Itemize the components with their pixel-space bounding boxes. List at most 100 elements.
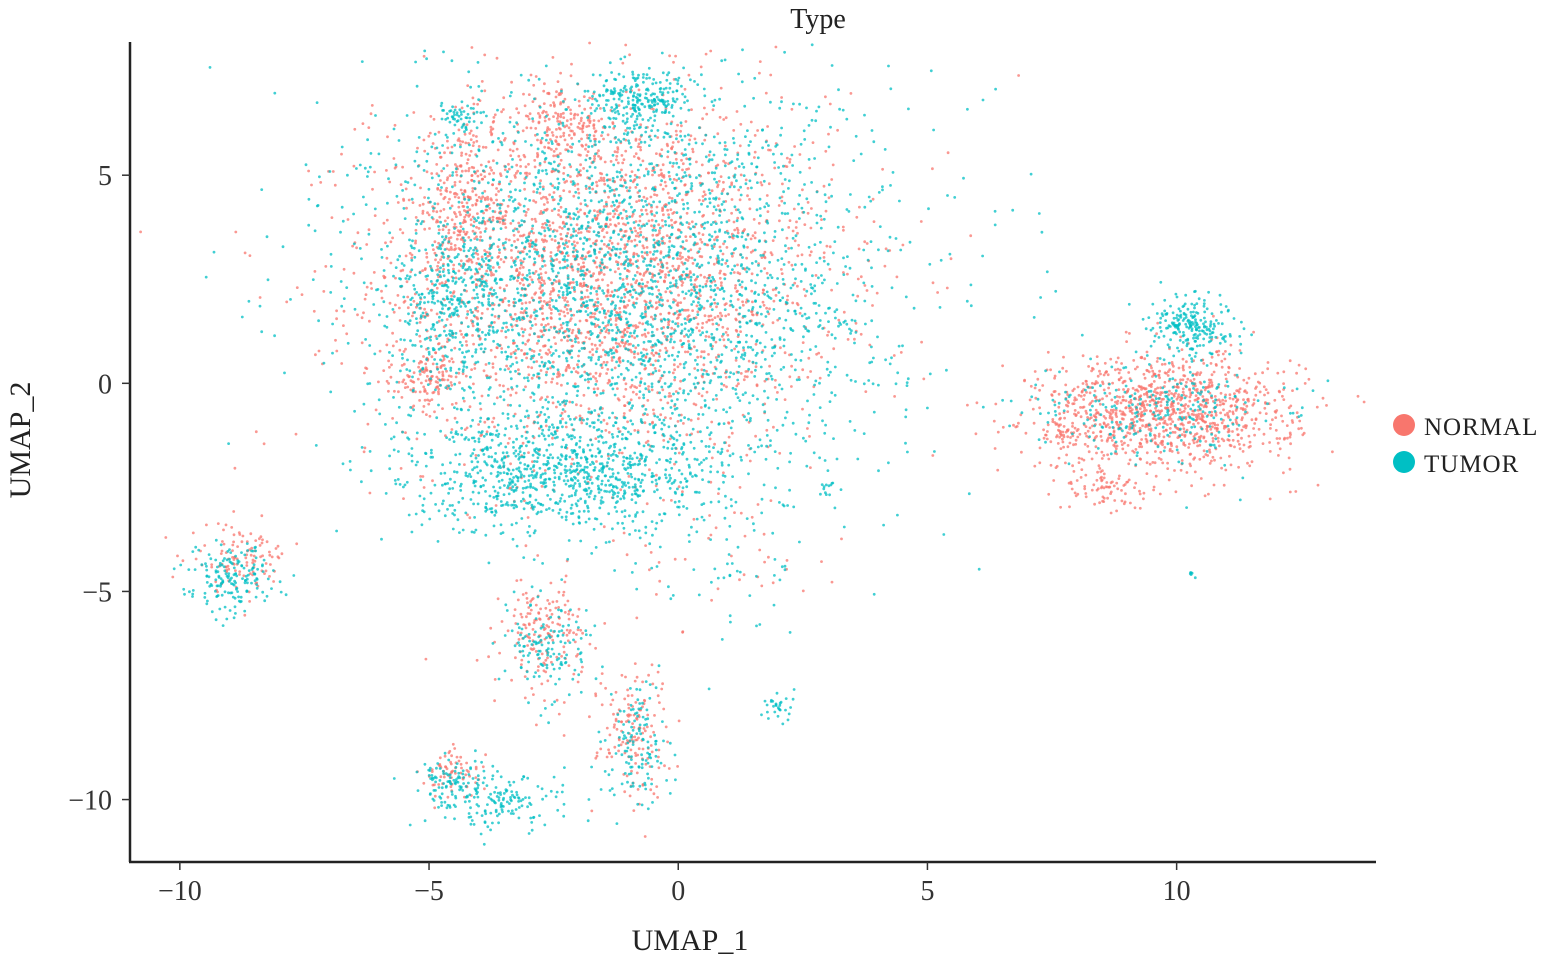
point-normal (1181, 390, 1185, 394)
point-normal (569, 112, 573, 115)
point-normal (628, 409, 632, 412)
point-normal (519, 578, 523, 582)
point-normal (463, 190, 467, 194)
point-normal (1152, 372, 1156, 376)
point-tumor (642, 396, 646, 400)
point-normal (1106, 423, 1110, 426)
point-normal (1116, 356, 1120, 360)
point-normal (437, 783, 441, 786)
point-normal (830, 178, 834, 181)
point-normal (558, 120, 562, 123)
point-normal (221, 540, 224, 543)
point-normal (703, 275, 706, 279)
point-normal (434, 351, 437, 355)
point-normal (449, 190, 452, 194)
point-normal (780, 96, 783, 99)
point-normal (624, 149, 628, 153)
point-normal (1268, 450, 1272, 453)
point-normal (639, 230, 643, 234)
point-normal (722, 272, 726, 276)
point-tumor (682, 175, 685, 179)
point-normal (472, 134, 475, 137)
point-normal (1079, 406, 1082, 409)
point-normal (1118, 409, 1122, 413)
point-normal (1196, 421, 1200, 425)
point-normal (600, 134, 603, 138)
point-normal (1211, 439, 1215, 443)
point-normal (786, 294, 789, 298)
point-normal (609, 223, 612, 226)
point-normal (736, 298, 740, 301)
point-normal (509, 222, 513, 225)
point-normal (1304, 367, 1308, 371)
point-normal (707, 536, 710, 540)
point-normal (340, 152, 343, 156)
point-normal (604, 330, 608, 334)
point-normal (569, 118, 573, 121)
point-normal (1181, 364, 1185, 368)
point-normal (1226, 430, 1230, 434)
point-normal (605, 755, 609, 759)
point-normal (483, 420, 487, 424)
point-normal (1186, 377, 1190, 381)
point-normal (259, 555, 262, 559)
point-normal (645, 212, 649, 216)
point-normal (643, 421, 647, 425)
point-normal (542, 628, 546, 631)
point-tumor (815, 190, 819, 194)
point-normal (1080, 390, 1084, 394)
point-normal (552, 115, 555, 118)
point-normal (1057, 456, 1061, 460)
point-normal (757, 221, 761, 225)
point-normal (1223, 424, 1226, 428)
point-tumor (679, 231, 683, 234)
point-tumor (543, 229, 547, 233)
point-normal (534, 240, 538, 243)
point-normal (536, 554, 540, 557)
point-tumor (617, 233, 620, 236)
point-normal (535, 723, 538, 727)
point-normal (1122, 398, 1126, 402)
point-normal (560, 227, 564, 230)
point-normal (465, 161, 469, 165)
point-normal (546, 656, 549, 660)
point-normal (671, 165, 675, 168)
point-normal (637, 199, 641, 203)
point-normal (446, 216, 450, 220)
point-normal (1188, 462, 1192, 466)
point-normal (1069, 436, 1072, 439)
point-normal (588, 237, 591, 241)
point-normal (672, 276, 675, 280)
point-normal (545, 197, 549, 201)
point-normal (545, 239, 548, 243)
point-normal (1149, 409, 1152, 413)
point-normal (1158, 422, 1162, 425)
point-normal (664, 275, 667, 279)
point-normal (1087, 365, 1090, 368)
point-normal (1114, 411, 1118, 415)
point-normal (787, 260, 791, 264)
point-normal (745, 375, 749, 379)
point-normal (540, 485, 544, 488)
point-normal (1136, 389, 1140, 393)
point-normal (490, 133, 493, 137)
point-normal (477, 195, 481, 199)
point-normal (758, 71, 761, 75)
point-normal (996, 468, 1000, 472)
point-normal (532, 350, 536, 353)
point-normal (690, 288, 693, 292)
point-normal (1085, 383, 1089, 386)
point-normal (717, 197, 721, 201)
point-normal (658, 231, 661, 235)
point-normal (1105, 481, 1109, 484)
point-normal (1117, 371, 1121, 375)
point-normal (443, 219, 447, 223)
point-normal (645, 197, 649, 201)
point-normal (1209, 362, 1213, 365)
point-normal (1073, 412, 1076, 416)
point-normal (1214, 434, 1217, 438)
point-normal (612, 725, 616, 729)
point-normal (1198, 373, 1202, 376)
point-normal (705, 390, 709, 394)
point-normal (808, 166, 812, 170)
